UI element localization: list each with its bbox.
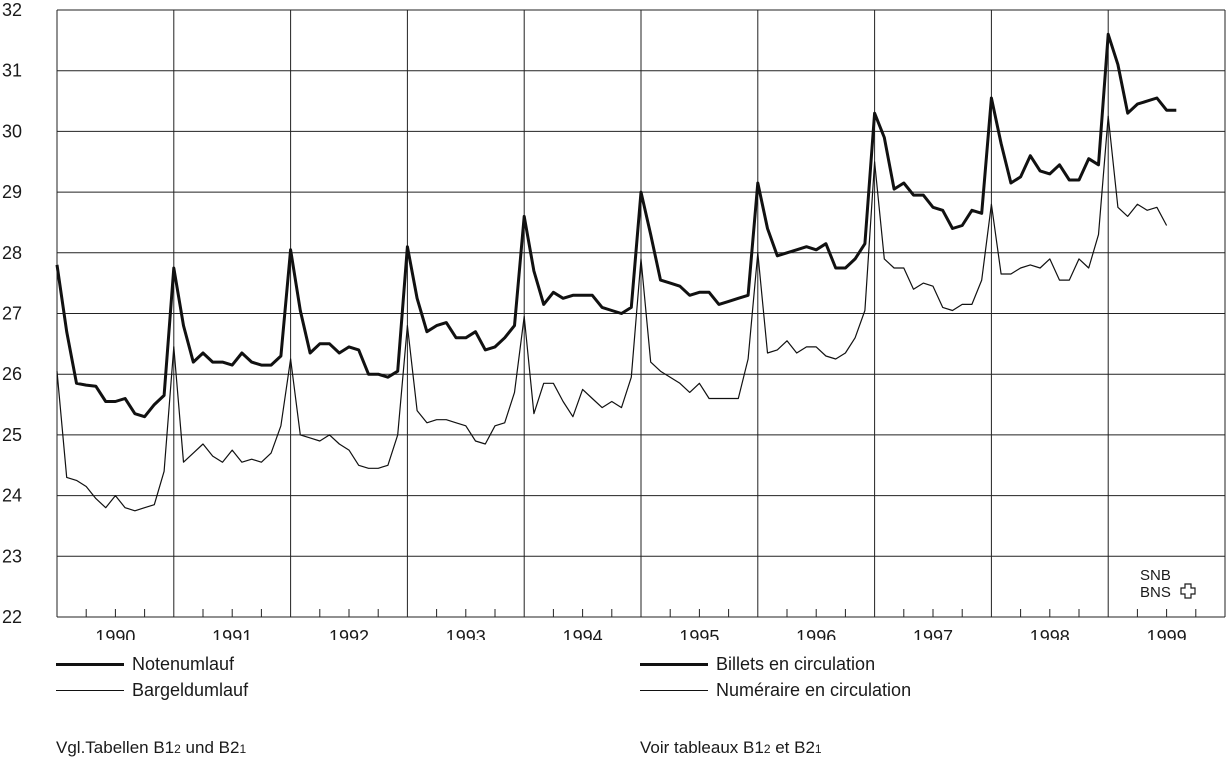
legend-item-billets: Billets en circulation	[640, 651, 911, 677]
logo-text: BNS	[1140, 584, 1171, 601]
x-tick-label: 1999	[1147, 627, 1187, 640]
legend-label: Bargeldumlauf	[132, 679, 249, 700]
x-tick-label: 1991	[212, 627, 252, 640]
axes: 22 23 24 25 26 27 28 29 30 31 32 1990 1991 1992 1993 19…	[2, 0, 1197, 640]
legend-item-bargeldumlauf: Bargeldumlauf	[56, 677, 248, 703]
legend-swatch-thin	[56, 689, 124, 691]
grid	[56, 9, 1226, 618]
x-tick-label: 1997	[913, 627, 953, 640]
chart: 22 23 24 25 26 27 28 29 30 31 32 1990 1991 1992 1993 19…	[2, 0, 1226, 640]
y-tick-label: 26	[2, 364, 22, 384]
logo-text: SNB	[1140, 567, 1171, 584]
x-tick-label: 1990	[95, 627, 135, 640]
y-tick-label: 28	[2, 243, 22, 263]
y-tick-label: 22	[2, 607, 22, 627]
legend-item-numeraire: Numéraire en circulation	[640, 677, 911, 703]
y-tick-label: 31	[2, 61, 22, 81]
y-tick-label: 25	[2, 425, 22, 445]
y-tick-label: 30	[2, 121, 22, 141]
x-tick-label: 1995	[679, 627, 719, 640]
legend-swatch-thick	[640, 662, 708, 666]
legend-french: Billets en circulation Numéraire en circ…	[640, 651, 911, 703]
legend-swatch-thick	[56, 662, 124, 666]
source-note-french: Voir tableaux B12 et B21	[640, 738, 822, 757]
series-line-bargeldumlauf	[56, 115, 1168, 512]
y-tick-label: 29	[2, 182, 22, 202]
x-tick-label: 1993	[446, 627, 486, 640]
x-tick-label: 1998	[1030, 627, 1070, 640]
legend-german: Notenumlauf Bargeldumlauf	[56, 651, 248, 703]
legend-label: Billets en circulation	[716, 653, 876, 674]
source-note-german: Vgl.Tabellen B12 und B21	[56, 738, 247, 757]
legend-label: Notenumlauf	[132, 653, 235, 674]
series-lines	[55, 32, 1177, 512]
x-tick-label: 1996	[796, 627, 836, 640]
y-tick-label: 23	[2, 546, 22, 566]
y-tick-label: 27	[2, 304, 22, 324]
swiss-cross-icon	[1180, 583, 1196, 599]
x-tick-label: 1994	[563, 627, 603, 640]
legend-label: Numéraire en circulation	[716, 679, 912, 700]
y-tick-label: 32	[2, 0, 22, 20]
y-tick-label: 24	[2, 486, 22, 506]
legend-swatch-thin	[640, 689, 708, 691]
legend-item-notenumlauf: Notenumlauf	[56, 651, 248, 677]
x-tick-label: 1992	[329, 627, 369, 640]
series-line-notenumlauf	[55, 32, 1177, 419]
